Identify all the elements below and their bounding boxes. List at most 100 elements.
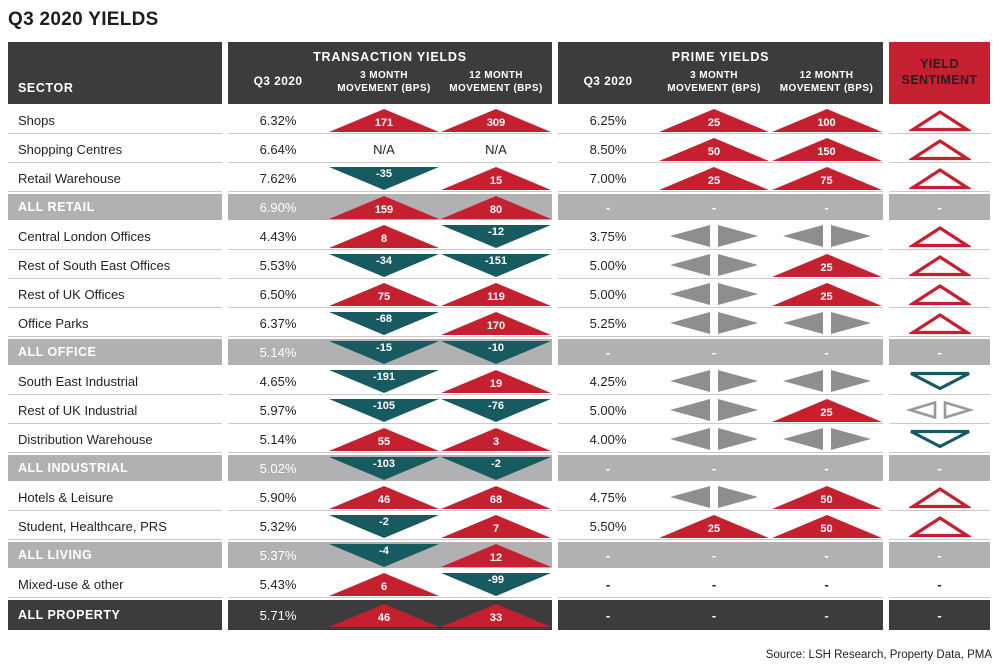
- prime-3m-cell: [658, 428, 770, 450]
- transaction-3m-cell: 6: [328, 572, 440, 596]
- transaction-q3-value: 6.50%: [228, 287, 328, 302]
- movement-value: 46: [377, 493, 391, 506]
- no-data-dash: -: [937, 199, 942, 215]
- movement-value: -105: [372, 399, 396, 412]
- up-triangle-icon: [659, 108, 769, 132]
- down-triangle-icon: [329, 456, 439, 480]
- prime-12m-cell: -: [770, 608, 883, 623]
- movement-indicator: -12: [441, 224, 551, 248]
- prime-cells: 4.25%: [558, 368, 883, 395]
- transaction-q3-value: 5.43%: [228, 577, 328, 592]
- sentiment-indicator: [908, 429, 972, 449]
- yield-value: -: [605, 344, 611, 360]
- sentiment-cell: [889, 252, 990, 279]
- no-data-dash: -: [824, 460, 829, 476]
- prime-3m-cell: 50: [658, 137, 770, 161]
- transaction-q3-value: 6.37%: [228, 316, 328, 331]
- table-body: Shops 6.32% 171 309 6.25% 25 100 Shopping Centr…: [0, 107, 1000, 633]
- table-row: ALL PROPERTY 5.71% 46 33 - - - -: [8, 600, 992, 633]
- prime-cells: 5.00% 25: [558, 252, 883, 279]
- up-triangle-icon: [771, 108, 882, 132]
- yield-value: -: [605, 547, 611, 563]
- prime-12-month-header: 12 MONTH MOVEMENT (BPS): [779, 70, 874, 94]
- transaction-cells: 6.32% 171 309: [228, 107, 552, 134]
- down-outline-triangle-icon: [909, 371, 970, 391]
- movement-value: 170: [486, 319, 506, 332]
- movement-indicator: 3: [441, 427, 551, 451]
- yield-value: 6.25%: [589, 112, 627, 128]
- sentiment-indicator: [908, 138, 971, 161]
- prime-yields-group-label: PRIME YIELDS: [671, 50, 770, 64]
- transaction-12m-cell: 33: [440, 603, 552, 627]
- no-data-dash: -: [711, 547, 717, 563]
- transaction-yields-header-group: TRANSACTION YIELDS Q3 2020 3 MONTH MOVEM…: [228, 42, 552, 104]
- transaction-12m-cell: 68: [440, 485, 552, 509]
- up-triangle-icon: [659, 514, 769, 538]
- yield-value: 4.43%: [259, 228, 297, 244]
- sector-label: ALL LIVING: [8, 542, 222, 568]
- transaction-3m-cell: 171: [328, 108, 440, 132]
- transaction-3m-cell: -2: [328, 514, 440, 538]
- up-outline-triangle-icon: [908, 138, 971, 160]
- movement-indicator: [670, 225, 758, 247]
- movement-indicator: 159: [329, 195, 439, 219]
- prime-cells: ---: [558, 600, 883, 630]
- transaction-12m-cell: 80: [440, 195, 552, 219]
- sentiment-cell: -: [889, 455, 990, 481]
- sideways-outline-triangles-icon: [904, 400, 975, 420]
- movement-value: 6: [380, 580, 388, 593]
- sentiment-indicator: [908, 167, 971, 190]
- prime-cells: ---: [558, 571, 883, 598]
- movement-indicator: 50: [771, 514, 882, 538]
- source-note: Source: LSH Research, Property Data, PMA: [765, 649, 992, 661]
- movement-value: -2: [379, 515, 389, 528]
- movement-value: -4: [379, 544, 389, 557]
- movement-indicator: 171: [329, 108, 439, 132]
- movement-value: 50: [707, 145, 721, 158]
- transaction-q3-value: 5.97%: [228, 403, 328, 418]
- transaction-cells: 4.65% -191 19: [228, 368, 552, 395]
- table-row: Rest of UK Offices 6.50% 75 119 5.00% 25: [8, 281, 992, 310]
- prime-cells: ---: [558, 455, 883, 481]
- down-triangle-icon: [329, 253, 439, 277]
- table-row: Shopping Centres 6.64% N/A N/A 8.50% 50 150: [8, 136, 992, 165]
- movement-indicator: [670, 486, 758, 508]
- movement-indicator: 46: [329, 485, 439, 509]
- yield-value: 6.32%: [259, 112, 297, 128]
- up-outline-triangle-icon: [908, 167, 971, 189]
- no-data-dash: -: [824, 344, 829, 360]
- movement-indicator: 46: [329, 603, 439, 627]
- prime-q3-value: -: [558, 548, 658, 563]
- movement-value: 25: [820, 406, 833, 419]
- no-data-dash: -: [824, 547, 829, 563]
- movement-value: -76: [488, 399, 504, 412]
- up-outline-triangle-icon: [908, 312, 971, 334]
- sector-label: ALL INDUSTRIAL: [8, 455, 222, 481]
- prime-3m-cell: -: [658, 461, 770, 476]
- down-outline-triangle-icon: [909, 429, 970, 449]
- up-triangle-icon: [771, 398, 882, 422]
- transaction-cells: 7.62% -35 15: [228, 165, 552, 192]
- transaction-q3-value: 5.90%: [228, 490, 328, 505]
- transaction-12m-cell: -151: [440, 253, 552, 277]
- movement-value: 12: [489, 551, 503, 564]
- transaction-cells: 5.53% -34 -151: [228, 252, 552, 279]
- sentiment-cell: [889, 223, 990, 250]
- prime-q3-value: -: [558, 200, 658, 215]
- sector-label: South East Industrial: [8, 368, 222, 395]
- prime-3m-cell: [658, 486, 770, 508]
- movement-indicator: -191: [329, 369, 439, 393]
- yield-value: 5.71%: [259, 607, 297, 623]
- movement-value: 8: [380, 232, 388, 245]
- movement-indicator: [782, 370, 871, 392]
- prime-3m-cell: [658, 312, 770, 334]
- prime-12m-cell: 25: [770, 282, 883, 306]
- up-triangle-icon: [771, 282, 882, 306]
- yield-value: 5.97%: [259, 402, 297, 418]
- no-data-dash: -: [711, 607, 717, 623]
- sentiment-cell: [889, 281, 990, 308]
- transaction-cells: 4.43% 8 -12: [228, 223, 552, 250]
- sentiment-indicator: [908, 225, 971, 248]
- prime-12m-cell: 25: [770, 253, 883, 277]
- sentiment-indicator: [908, 486, 971, 509]
